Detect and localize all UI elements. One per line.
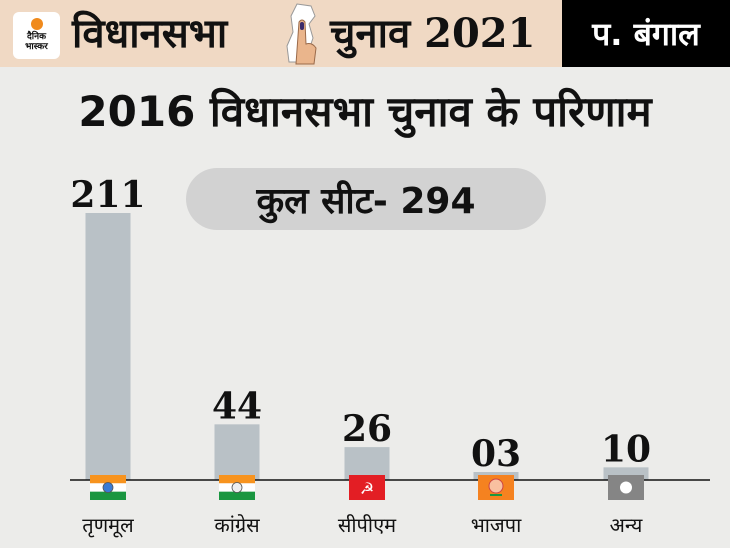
- value-label: 26: [342, 408, 392, 450]
- cpm-flag-icon: ☭: [349, 475, 385, 500]
- header-title-part2: चुनाव 2021: [330, 10, 536, 57]
- tmc-flag-icon: [90, 475, 126, 500]
- bjp-flag-icon: [478, 475, 514, 500]
- sun-dot-icon: [30, 18, 43, 30]
- category-label: कांग्रेस: [214, 513, 260, 537]
- state-badge: प. बंगाल: [562, 0, 730, 67]
- header-title-part1: विधानसभा: [72, 11, 228, 57]
- header-banner: दैनिक भास्कर विधानसभा चुनाव 2021 प. बंगा…: [0, 0, 730, 67]
- logo-text-1: दैनिक: [26, 32, 47, 42]
- value-label: 10: [601, 428, 651, 470]
- bar-2: [344, 447, 390, 480]
- voting-finger-map-icon: [286, 3, 317, 65]
- category-label: सीपीएम: [338, 513, 397, 537]
- bar-1: [214, 424, 260, 480]
- category-label: भाजपा: [471, 513, 522, 537]
- category-label: तृणमूल: [82, 513, 134, 538]
- value-label: 44: [212, 385, 262, 427]
- category-label: अन्य: [610, 513, 643, 537]
- congress-flag-icon: [219, 475, 255, 500]
- dainik-bhaskar-logo: दैनिक भास्कर: [13, 12, 60, 59]
- bar-0: [85, 213, 131, 480]
- others-symbol-icon: [608, 475, 644, 500]
- logo-text-2: भास्कर: [25, 42, 48, 52]
- total-seats-pill: कुल सीट- 294: [186, 168, 546, 230]
- value-label: 211: [70, 174, 145, 216]
- svg-text:☭: ☭: [360, 479, 374, 498]
- value-label: 03: [471, 433, 521, 475]
- chart-title: 2016 विधानसभा चुनाव के परिणाम: [78, 87, 652, 136]
